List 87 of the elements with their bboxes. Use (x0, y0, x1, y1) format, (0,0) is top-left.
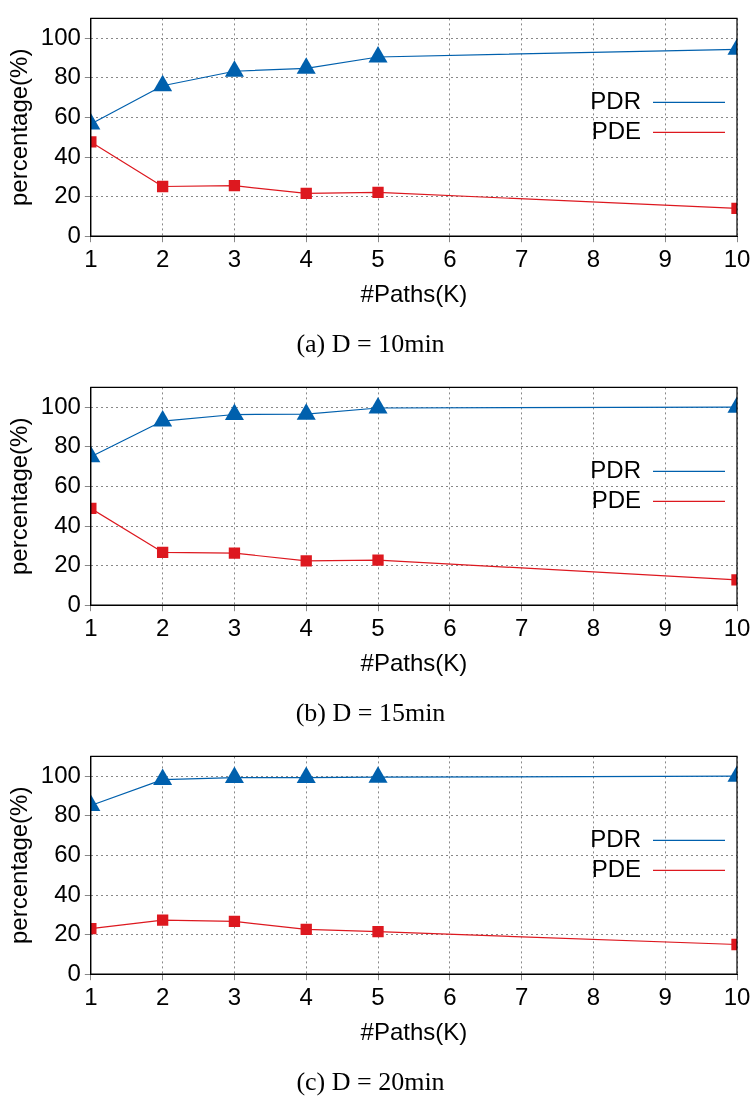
x-tick-label: 1 (84, 614, 98, 642)
legend-label: PDR (590, 86, 641, 114)
y-tick-label: 60 (54, 840, 81, 868)
point (368, 766, 388, 783)
x-tick-label: 8 (586, 614, 601, 642)
x-axis-title: #Paths(K) (360, 280, 468, 308)
text: (a) D = 10min (296, 329, 445, 359)
point (224, 60, 244, 77)
legend-label: PDE (591, 854, 641, 882)
y-tick-label: 40 (54, 879, 81, 907)
point (228, 180, 241, 192)
x-tick-label: 6 (443, 983, 457, 1011)
point (372, 554, 384, 566)
y-tick-label: 80 (54, 62, 81, 90)
point (300, 555, 312, 567)
y-tick-label: 0 (67, 958, 81, 986)
y-tick-label: 100 (40, 760, 81, 788)
legend-label: PDR (590, 455, 641, 483)
x-tick-label: 8 (586, 983, 601, 1011)
point (153, 74, 173, 92)
point (372, 186, 384, 199)
point (296, 766, 316, 784)
x-tick-label: 2 (155, 614, 170, 642)
x-axis-title: #Paths(K) (360, 649, 468, 677)
x-tick-label: 10 (723, 614, 751, 642)
text: (c) D = 20min (296, 1067, 445, 1097)
point (153, 410, 173, 427)
x-tick-label: 10 (723, 983, 751, 1011)
point (300, 923, 312, 936)
y-tick-label: 0 (67, 220, 81, 248)
y-axis-title: percentage(%) (5, 417, 33, 576)
x-tick-label: 4 (299, 245, 313, 273)
x-tick-label: 9 (658, 983, 672, 1011)
x-tick-label: 8 (586, 245, 601, 273)
point (296, 403, 316, 420)
x-tick-label: 6 (443, 245, 457, 273)
x-tick-label: 10 (723, 245, 751, 273)
x-tick-label: 1 (84, 245, 98, 273)
x-tick-label: 5 (371, 245, 385, 273)
x-tick-label: 1 (84, 983, 98, 1011)
text: (b) D = 15min (295, 698, 446, 728)
point (300, 187, 312, 200)
x-tick-label: 9 (658, 614, 672, 642)
point (372, 925, 384, 938)
point (228, 547, 241, 559)
point (224, 403, 244, 421)
x-tick-label: 2 (155, 245, 170, 273)
x-tick-label: 4 (299, 614, 313, 642)
x-tick-label: 5 (371, 614, 385, 642)
x-tick-label: 9 (658, 245, 672, 273)
x-tick-label: 7 (514, 245, 529, 273)
y-tick-label: 100 (40, 22, 81, 50)
y-tick-label: 60 (54, 471, 81, 499)
point (156, 180, 169, 193)
y-tick-label: 40 (54, 141, 81, 169)
legend-label: PDE (591, 485, 641, 513)
y-tick-label: 60 (54, 102, 81, 130)
x-tick-label: 6 (443, 614, 457, 642)
x-tick-label: 3 (227, 245, 242, 273)
point (368, 46, 388, 63)
y-tick-label: 100 (40, 391, 81, 419)
legend-label: PDR (590, 824, 641, 852)
x-tick-label: 7 (514, 983, 529, 1011)
point (156, 914, 169, 926)
y-tick-label: 80 (54, 431, 81, 459)
point (153, 768, 173, 786)
y-tick-label: 20 (54, 919, 81, 947)
point (156, 546, 169, 558)
x-axis-title: #Paths(K) (360, 1018, 468, 1046)
x-tick-label: 7 (514, 614, 529, 642)
y-tick-label: 80 (54, 800, 81, 828)
y-tick-label: 40 (54, 510, 81, 538)
point (224, 766, 244, 784)
point (368, 396, 388, 414)
y-tick-label: 0 (67, 589, 81, 617)
x-tick-label: 3 (227, 983, 242, 1011)
point (296, 57, 316, 74)
x-tick-label: 4 (299, 983, 313, 1011)
legend-label: PDE (591, 116, 641, 144)
x-tick-label: 2 (155, 983, 170, 1011)
point (228, 915, 241, 927)
y-axis-title: percentage(%) (5, 48, 33, 207)
x-tick-label: 3 (227, 614, 242, 642)
y-axis-title: percentage(%) (5, 786, 33, 945)
y-tick-label: 20 (54, 550, 81, 578)
y-tick-label: 20 (54, 181, 81, 209)
x-tick-label: 5 (371, 983, 385, 1011)
